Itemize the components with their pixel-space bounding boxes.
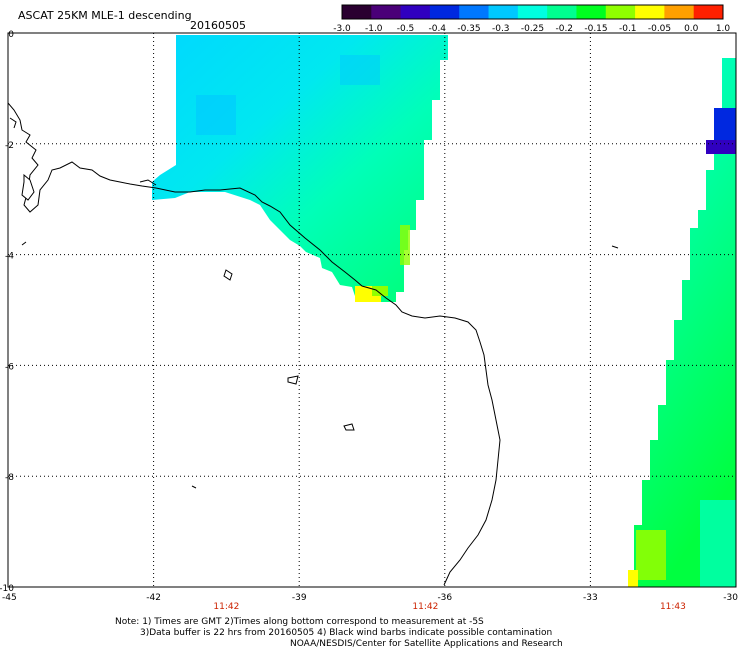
dark-blue-patch [714,108,736,148]
lat-tick-label: -8 [5,473,14,483]
yellow-patch [628,570,638,587]
colorbar-segment [429,5,460,19]
lon-tick-label: -42 [146,593,161,603]
colorbar-label: -0.15 [584,24,607,34]
lat-tick-label: 0 [8,30,14,40]
note-line-3: NOAA/NESDIS/Center for Satellite Applica… [290,639,563,649]
lon-tick-label: -30 [723,593,738,603]
colorbar-label: -0.05 [648,24,671,34]
blue-patch [196,95,236,135]
lat-tick-label: -4 [5,252,14,262]
colorbar-segment [635,5,665,19]
lon-tick-label: -33 [583,593,598,603]
colorbar-label: 0.0 [684,24,699,34]
colorbar-segment [342,5,372,19]
colorbar-segment [371,5,402,19]
longitude-axis: -45 -42 -39 -36 -33 -30 [2,593,738,603]
lat-tick-label: -2 [5,141,14,151]
chart-title: ASCAT 25KM MLE-1 descending [18,9,192,22]
blue-patch [340,55,380,85]
plot-frame [7,32,737,588]
colorbar-label: -3.0 [333,24,351,34]
lime-patch [400,225,410,265]
lat-tick-label: -10 [0,584,14,594]
note-line-1: Note: 1) Times are GMT 2)Times along bot… [115,617,484,627]
lime-patch [636,530,666,580]
time-label: 11:42 [412,602,438,612]
cyan-patch [700,500,736,587]
lat-tick-label: -6 [5,362,14,372]
right-swath [628,58,736,587]
latitude-axis: 0 -2 -4 -6 -8 -10 [0,30,14,594]
colorbar-label: -0.25 [521,24,544,34]
colorbar-segment [400,5,431,19]
coastline [8,102,619,586]
lon-tick-label: -39 [292,593,307,603]
colorbar-segment [517,5,548,19]
colorbar-label: -0.5 [397,24,415,34]
colorbar-segment [693,5,724,19]
lon-tick-label: -45 [2,593,17,603]
colorbar-segment [547,5,577,19]
grid [8,33,736,587]
chart-date: 20160505 [190,19,246,32]
colorbar-label: -0.2 [555,24,573,34]
indigo-patch [706,140,736,154]
time-label: 11:43 [660,602,686,612]
colorbar-label: 1.0 [716,24,731,34]
colorbar-segment [459,5,490,19]
colorbar-segment [488,5,519,19]
colorbar-segment [605,5,636,19]
colorbar: -3.0 -1.0 -0.5 -0.4 -0.35 -0.3 -0.25 -0.2 -0.15 -… [333,4,731,34]
colorbar-segment [664,5,695,19]
colorbar-label: -0.4 [428,24,446,34]
lon-tick-label: -36 [437,593,452,603]
time-labels: 11:42 11:42 11:43 [213,602,685,612]
colorbar-label: -0.1 [619,24,637,34]
lime-patch [372,286,388,296]
note-line-2: 3)Data buffer is 22 hrs from 20160505 4)… [140,628,553,638]
wind-swaths [152,35,736,587]
colorbar-label: -0.35 [457,24,480,34]
colorbar-segment [576,5,607,19]
time-label: 11:42 [213,602,239,612]
colorbar-label: -0.3 [492,24,510,34]
colorbar-label: -1.0 [365,24,383,34]
